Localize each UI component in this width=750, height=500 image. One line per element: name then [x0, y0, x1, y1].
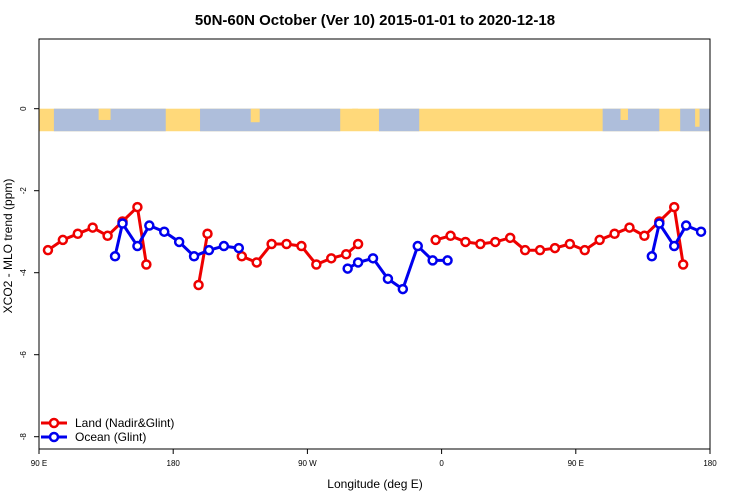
x-tick-label: 0	[439, 459, 444, 468]
data-point	[680, 220, 692, 231]
map-strip-ocean	[602, 108, 660, 132]
data-point	[668, 240, 680, 252]
data-point	[233, 242, 245, 254]
x-axis-label: Longitude (deg E)	[327, 477, 422, 491]
legend-marker-land	[48, 417, 60, 429]
data-point	[594, 234, 605, 246]
data-point	[311, 259, 322, 270]
data-point	[132, 201, 143, 213]
data-point	[677, 259, 689, 270]
y-axis: 0 -2 -4 -6 -8	[19, 106, 39, 440]
map-strip	[39, 108, 710, 132]
data-point	[117, 218, 128, 229]
legend-marker-ocean	[48, 431, 60, 443]
map-strip-land-fragment	[695, 108, 700, 127]
data-point	[639, 230, 650, 242]
data-point	[624, 222, 635, 233]
series-ocean	[109, 218, 707, 295]
map-strip-ocean	[378, 108, 420, 132]
data-point	[266, 238, 277, 250]
data-point	[281, 238, 292, 250]
data-point	[144, 220, 155, 231]
map-strip-ocean	[200, 108, 341, 132]
data-point	[382, 273, 394, 285]
data-point	[519, 244, 531, 256]
data-point	[188, 251, 200, 262]
data-point	[236, 251, 248, 262]
y-axis-label: XCO2 - MLO trend (ppm)	[1, 179, 15, 314]
data-point	[296, 240, 307, 252]
data-point	[646, 251, 658, 262]
y-tick-label: -2	[19, 187, 28, 195]
legend: Land (Nadir&Glint) Ocean (Glint)	[41, 416, 174, 444]
x-tick-label: 90 W	[298, 459, 317, 468]
data-point	[202, 228, 213, 239]
series-line	[113, 222, 239, 258]
x-axis: 90 E 180 90 W 0 90 E 180	[31, 449, 717, 468]
data-point	[193, 279, 204, 291]
data-point	[352, 257, 364, 268]
data-point	[427, 255, 438, 266]
data-point	[534, 244, 546, 256]
data-point	[460, 236, 471, 248]
data-point	[549, 242, 561, 254]
data-point	[445, 230, 456, 242]
chart-title: 50N-60N October (Ver 10) 2015-01-01 to 2…	[195, 12, 555, 29]
data-point	[42, 244, 54, 256]
data-point	[342, 263, 353, 274]
data-point	[87, 222, 98, 233]
data-point	[173, 236, 185, 248]
series-line	[346, 244, 448, 291]
data-point	[109, 251, 121, 262]
x-tick-label: 180	[167, 459, 181, 468]
data-point	[490, 236, 501, 248]
plot-frame	[38, 38, 711, 450]
data-point	[579, 244, 590, 256]
map-strip-land-fragment	[98, 108, 111, 120]
data-point	[475, 238, 486, 250]
series-layer	[42, 201, 707, 295]
data-point	[609, 228, 620, 239]
data-point	[340, 249, 352, 260]
x-tick-label: 90 E	[568, 459, 584, 468]
data-point	[132, 240, 143, 252]
series-line	[197, 233, 209, 286]
y-tick-label: 0	[19, 106, 28, 111]
data-point	[564, 238, 576, 250]
data-point	[352, 238, 364, 250]
data-point	[159, 226, 170, 237]
data-point	[326, 253, 337, 264]
data-point	[251, 257, 262, 268]
data-point	[102, 230, 113, 242]
data-point	[430, 234, 441, 246]
data-point	[504, 232, 516, 244]
map-strip-land-fragment	[250, 108, 260, 123]
data-point	[57, 234, 69, 246]
data-point	[141, 259, 152, 270]
data-point	[695, 226, 707, 237]
data-point	[442, 255, 453, 266]
x-tick-label: 180	[703, 459, 717, 468]
map-strip-land-fragment	[352, 108, 359, 125]
series-land	[42, 201, 689, 291]
legend-label-ocean: Ocean (Glint)	[75, 430, 146, 444]
y-tick-label: -6	[19, 351, 28, 359]
data-point	[367, 253, 379, 264]
data-point	[397, 283, 409, 295]
data-point	[72, 228, 84, 239]
map-strip-land-fragment	[620, 108, 628, 120]
x-tick-label: 90 E	[31, 459, 47, 468]
data-point	[203, 244, 215, 256]
y-tick-label: -4	[19, 269, 28, 277]
y-tick-label: -8	[19, 433, 28, 441]
data-point	[412, 240, 423, 252]
data-point	[654, 218, 665, 229]
data-point	[668, 201, 680, 213]
data-point	[218, 240, 230, 252]
legend-label-land: Land (Nadir&Glint)	[75, 416, 174, 430]
